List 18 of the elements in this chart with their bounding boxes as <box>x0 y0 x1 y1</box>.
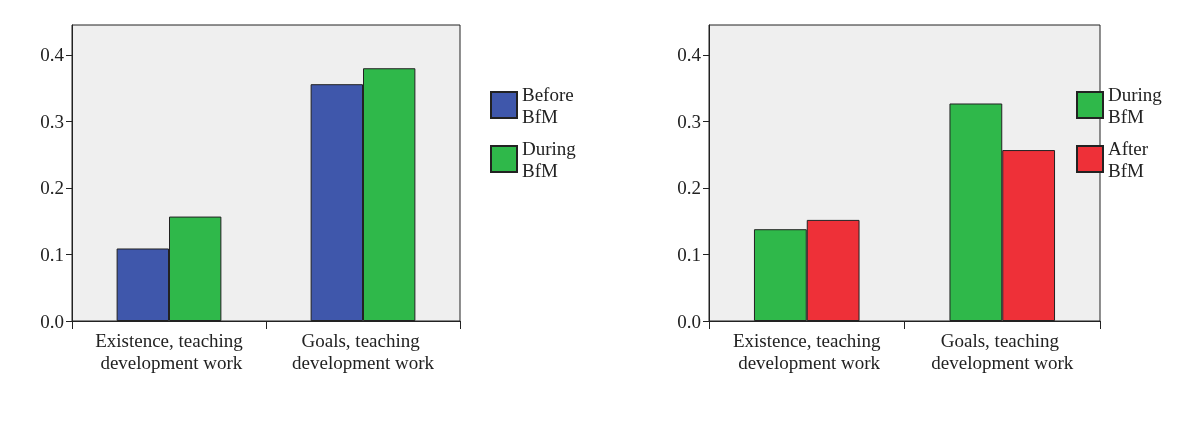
y-tick-label: 0.3 <box>677 110 701 132</box>
legend-label: Before BfM <box>522 83 579 127</box>
x-tick-label: Existence, teaching development work <box>732 329 882 373</box>
y-tick-label: 0.4 <box>677 44 702 66</box>
x-tick-label: Goals, teaching development work <box>292 329 435 373</box>
legend-label: During BfM <box>1108 83 1167 127</box>
y-tick-label: 0.2 <box>677 177 701 199</box>
y-tick-label: 0.1 <box>40 243 64 265</box>
y-tick-label: 0.4 <box>40 44 65 66</box>
legend-label: After BfM <box>1108 137 1153 181</box>
y-tick-label: 0.2 <box>40 177 64 199</box>
y-tick-label: 0.0 <box>677 310 701 332</box>
y-tick-label: 0.3 <box>40 110 64 132</box>
y-tick-label: 0.1 <box>677 243 701 265</box>
x-tick-label: Goals, teaching development work <box>931 329 1074 373</box>
legend-label: During BfM <box>522 137 581 181</box>
y-tick-label: 0.0 <box>40 310 64 332</box>
x-tick-label: Existence, teaching development work <box>95 329 244 373</box>
